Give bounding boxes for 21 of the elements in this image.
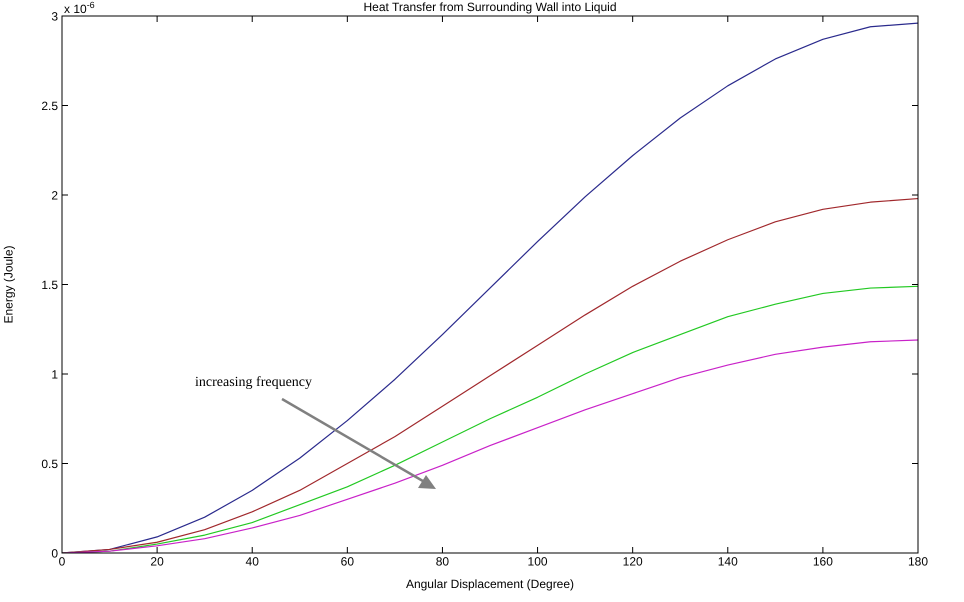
x-tick-label: 80 bbox=[436, 554, 450, 569]
y-tick-label: 1 bbox=[51, 367, 58, 382]
y-tick-label: 2.5 bbox=[41, 98, 58, 113]
x-tick-label: 100 bbox=[528, 554, 548, 569]
y-tick-label: 2 bbox=[51, 188, 58, 202]
x-tick-label: 40 bbox=[246, 554, 260, 569]
line-series bbox=[62, 198, 918, 553]
x-tick-label: 60 bbox=[340, 554, 354, 569]
annotation: increasing frequency bbox=[195, 375, 312, 390]
x-tick-label: 140 bbox=[718, 554, 738, 569]
y-tick-label: 0.5 bbox=[41, 456, 58, 471]
y-tick-label: 1.5 bbox=[41, 278, 58, 292]
x-tick-label: 20 bbox=[150, 554, 164, 569]
x-tick-label: 160 bbox=[812, 554, 834, 569]
y-axis-title: Energy (Joule) bbox=[1, 245, 16, 324]
x-tick-label: 120 bbox=[622, 554, 643, 569]
x-tick-label: 180 bbox=[908, 554, 928, 569]
chart-title: Heat Transfer from Surrounding Wall into Liquid bbox=[363, 0, 617, 14]
y-tick-label: 3 bbox=[51, 9, 58, 24]
annotation: x 10$^{-6}$ bbox=[64, 0, 95, 16]
x-axis-title: Angular Displacement (Degree) bbox=[406, 577, 574, 591]
